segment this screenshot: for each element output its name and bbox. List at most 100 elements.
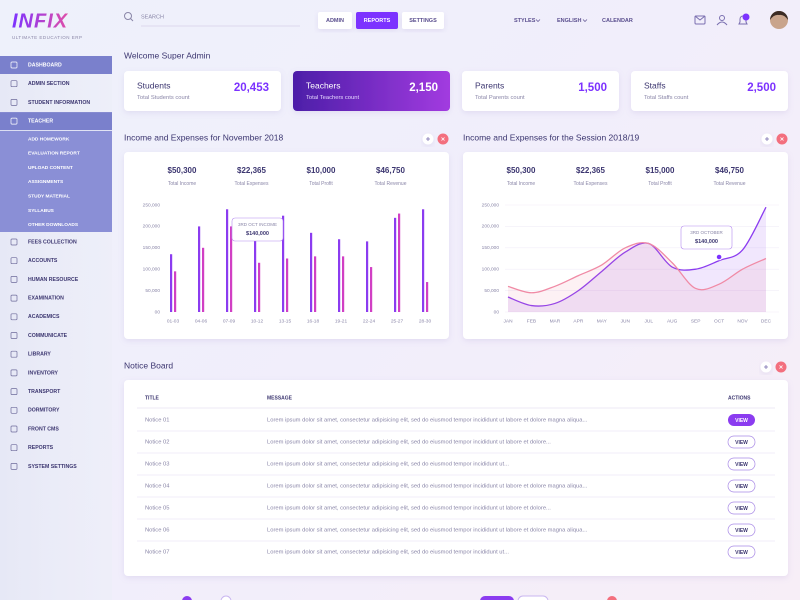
x-tick-label: APR	[573, 318, 583, 324]
x-tick-label: 04-06	[195, 318, 208, 324]
sidebar-item[interactable]: FRONT CMS	[28, 426, 59, 432]
view-label: VIEW	[735, 550, 748, 556]
sidebar-icon	[10, 350, 18, 358]
submenu-item[interactable]: STUDY MATERIAL	[28, 193, 70, 199]
sidebar-icon	[10, 99, 18, 106]
tooltip	[680, 225, 733, 250]
sidebar-item[interactable]: TRANSPORT	[28, 389, 61, 395]
tab-button[interactable]	[318, 12, 352, 29]
summary-value: $50,300	[168, 166, 197, 175]
view-button[interactable]	[727, 479, 756, 493]
view-label: VIEW	[735, 418, 748, 424]
submenu-item[interactable]: UPLOAD CONTENT	[28, 165, 73, 171]
submenu-item[interactable]: ASSIGNMENTS	[28, 179, 64, 185]
summary-value: $22,365	[237, 166, 266, 175]
sidebar-item[interactable]: SYSTEM SETTINGS	[28, 464, 77, 470]
sidebar-item[interactable]: COMMUNICATE	[28, 333, 68, 339]
sidebar-item[interactable]: DORMITORY	[28, 408, 60, 414]
summary-label: Total Profit	[648, 181, 672, 187]
sidebar-icon	[10, 463, 18, 470]
sidebar-item[interactable]: LIBRARY	[28, 352, 51, 358]
line	[507, 241, 767, 294]
bar	[202, 247, 205, 312]
view-button[interactable]	[727, 523, 756, 537]
chart-title: Income and Expenses for the Session 2018…	[463, 132, 640, 142]
notice-name: Notice 01	[145, 418, 170, 424]
view-button[interactable]	[727, 501, 756, 515]
tagline: ULTIMATE EDUCATION ERP	[12, 35, 83, 40]
plus-icon	[426, 137, 430, 141]
sidebar-item[interactable]: TEACHER	[28, 118, 53, 124]
sidebar-item[interactable]: REPORTS	[28, 445, 54, 451]
tooltip-title: 3RD OCT INCOME	[238, 222, 277, 227]
tooltip-value: $140,000	[695, 239, 718, 245]
sidebar-icon	[10, 313, 18, 321]
summary-label: Total Income	[507, 181, 536, 187]
sidebar-icon	[10, 117, 18, 125]
caret	[535, 19, 541, 22]
notice-panel	[124, 380, 788, 576]
summary-value: $10,000	[307, 166, 336, 175]
summary-value: $22,365	[576, 166, 605, 175]
chart-panel	[463, 152, 788, 339]
tooltip-point	[715, 253, 723, 261]
page-pill	[480, 596, 514, 600]
sidebar-item[interactable]: FEES COLLECTION	[28, 239, 77, 245]
search-placeholder: SEARCH	[141, 14, 164, 20]
view-button[interactable]	[727, 457, 756, 471]
caret	[582, 19, 588, 22]
sidebar-item[interactable]: ADMIN SECTION	[28, 81, 70, 87]
view-button[interactable]	[727, 435, 756, 449]
bar	[170, 254, 173, 312]
plus-icon	[765, 137, 769, 141]
card-title: Parents	[475, 80, 504, 90]
x-tick-label: DEC	[761, 318, 772, 324]
bar	[398, 213, 401, 312]
card-value: 1,500	[578, 82, 607, 94]
top-menu: STYLES	[514, 18, 536, 24]
y-tick-label: 200,000	[482, 224, 500, 230]
sidebar-item[interactable]: EXAMINATION	[28, 295, 64, 301]
view-label: VIEW	[735, 528, 748, 534]
card-subtitle: Total Teachers count	[306, 95, 359, 101]
bar	[198, 226, 201, 312]
notice-message: Lorem ipsum dolor sit amet, consectetur …	[267, 418, 588, 424]
column-header: MESSAGE	[267, 395, 293, 401]
avatar-hair	[770, 11, 788, 20]
sidebar-item[interactable]: DASHBOARD	[28, 62, 62, 68]
logo: INFIX	[12, 10, 69, 32]
sidebar-active	[0, 56, 112, 74]
x-tick-label: 19-21	[335, 318, 348, 324]
notice-name: Notice 05	[145, 506, 170, 512]
sidebar-item[interactable]: STUDENT INFORMATION	[28, 100, 90, 106]
card-value: 2,500	[747, 82, 776, 94]
tab-button[interactable]	[402, 12, 444, 29]
view-label: VIEW	[735, 462, 748, 468]
y-tick-label: 50,000	[484, 288, 499, 294]
notice-name: Notice 02	[145, 440, 170, 446]
sidebar-item[interactable]: INVENTORY	[28, 370, 59, 376]
summary-value: $46,750	[715, 166, 744, 175]
x-tick-label: MAR	[550, 318, 561, 324]
tab-button[interactable]	[356, 12, 398, 29]
submenu-item[interactable]: EVALUATION REPORT	[28, 151, 80, 157]
view-button[interactable]	[727, 545, 756, 559]
notice-title: Notice Board	[124, 360, 173, 370]
submenu-item[interactable]: ADD HOMEWORK	[28, 136, 70, 142]
submenu-item[interactable]: SYLLABUS	[28, 208, 55, 214]
tooltip-value: $140,000	[246, 231, 269, 237]
sidebar-item[interactable]: ACCOUNTS	[28, 258, 58, 264]
notice-message: Lorem ipsum dolor sit amet, consectetur …	[267, 550, 509, 556]
x-tick-label: 13-15	[279, 318, 292, 324]
x-tick-label: NOV	[737, 318, 748, 324]
sidebar-item[interactable]: HUMAN RESOURCE	[28, 277, 79, 283]
area	[508, 207, 766, 312]
sidebar-item[interactable]: ACADEMICS	[28, 314, 60, 320]
view-button[interactable]	[728, 414, 755, 426]
submenu-item[interactable]: OTHER DOWNLOADS	[28, 222, 79, 228]
plus-icon	[764, 365, 768, 369]
top-menu: ENGLISH	[557, 18, 581, 24]
welcome: Welcome Super Admin	[124, 50, 211, 60]
